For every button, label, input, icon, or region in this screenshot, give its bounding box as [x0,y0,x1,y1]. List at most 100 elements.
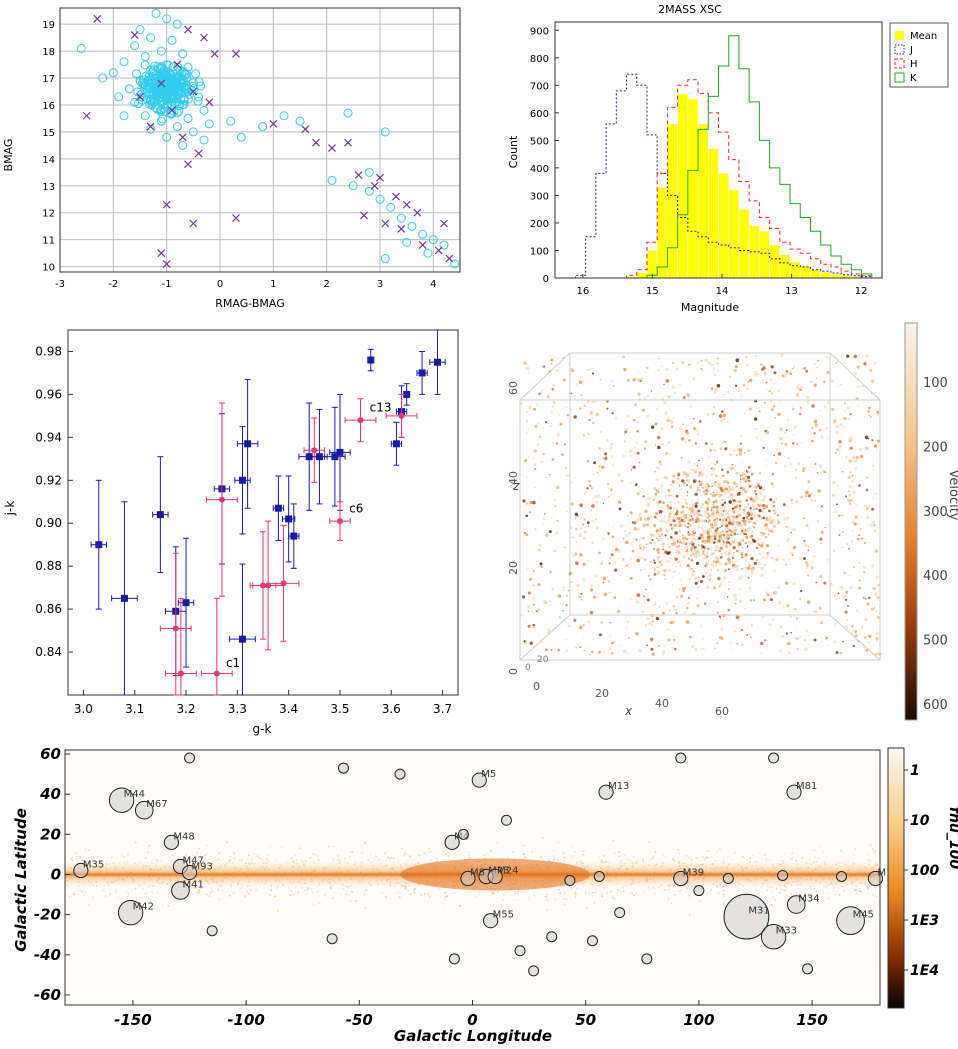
p4-particle [672,576,674,578]
p4-particle [731,503,733,505]
p3-ylabel: j-k [3,501,17,517]
p4-particle [674,531,678,535]
p1-point-x-stroke [189,87,198,96]
p4-particle [843,572,846,575]
p4-particle [673,506,677,510]
p5-dust [327,845,330,848]
p4-particle [602,457,605,460]
p4-particle [716,493,719,496]
p4-particle [586,459,590,463]
p5-object-circle [181,864,198,881]
p5-source-circle [448,953,460,965]
p4-particle [773,371,777,375]
p4-particle [785,632,788,635]
p4-particle [873,607,876,609]
p4-particle [728,581,730,584]
p4-particle [610,443,613,446]
p4-particle [805,523,809,527]
p3-marker-square [392,440,400,448]
p4-particle [706,412,710,416]
p4-particle [546,395,550,399]
p1-point-cyan [279,111,289,121]
p1-xlabel: RMAG-BMAG [215,297,284,310]
p4-particle [738,472,741,475]
p4-particle [806,564,809,567]
p4-particle [834,511,836,513]
p4-particle [737,389,740,393]
p4-particle [595,413,599,417]
p4-particle [710,547,712,549]
p4-particle [690,509,695,513]
p5-dust [98,846,100,849]
p5-dust [205,893,208,895]
p4-particle [557,594,562,598]
p4-particle [678,572,680,574]
p4-particle [626,620,630,623]
p4-particle [865,515,870,520]
p4-particle [786,641,789,645]
p4-particle [710,363,714,367]
p4-particle [680,457,683,459]
p4-particle [719,546,722,550]
p5-x-tick-label: 0 [467,1011,477,1029]
p4-particle [743,607,746,610]
p4-particle [689,635,692,639]
p4-particle [582,624,585,627]
p4-particle [639,547,642,550]
p4-particle [541,365,544,368]
p4-particle [719,447,723,451]
p4-particle [547,631,549,634]
p1-point-cyan [375,194,385,204]
p4-particle [604,456,608,461]
p4-particle [659,527,663,531]
p4-particle [699,483,703,487]
p4-particle [739,442,743,445]
p4-particle [747,449,750,452]
p4-particle [636,593,641,597]
p5-source-circle [394,768,406,780]
p1-point-cyan [364,186,374,196]
p4-particle [609,621,612,624]
p4-particle [707,490,710,493]
p4-particle [550,410,553,413]
p4-particle [692,377,696,381]
p2-legend-label: J [909,45,913,56]
p5-dust [562,856,565,859]
p4-particle [713,467,716,470]
p4-particle [540,389,543,392]
p4-particle [658,561,661,564]
p4-particle [724,499,727,502]
p4-particle [613,596,617,599]
p4-particle [641,408,645,412]
p4-particle [574,552,578,556]
p4-particle [585,613,588,616]
p1-point-cyan [133,87,143,97]
p3-point-group [416,350,428,395]
p1-point-x [162,200,171,209]
p4-particle [580,394,583,397]
p4-z-tick-label: 40 [507,471,520,485]
p4-particle [549,600,552,603]
p4-particle [694,577,697,580]
p5-dust [690,856,693,858]
p4-particle [685,516,688,520]
p4-particle [762,366,766,370]
p4-particle [690,492,693,495]
p4-particle [693,511,696,514]
p4-xlabel: x [624,704,633,718]
p4-particle [735,486,737,488]
p4-particle [849,446,853,450]
p4-particle [721,498,724,501]
p1-point-x [328,144,336,153]
p4-particle [730,649,733,651]
p4-particle [642,595,646,598]
p4-particle [685,431,690,435]
p1-point-cyan [182,73,192,83]
p3-marker-square [315,453,323,461]
p4-particle [709,541,713,545]
p4-particle [691,533,694,536]
p4-particle [839,383,842,386]
p5-dust [459,904,461,907]
p5-dust [804,893,807,895]
p3-y-tick-label: 0.98 [35,344,62,358]
